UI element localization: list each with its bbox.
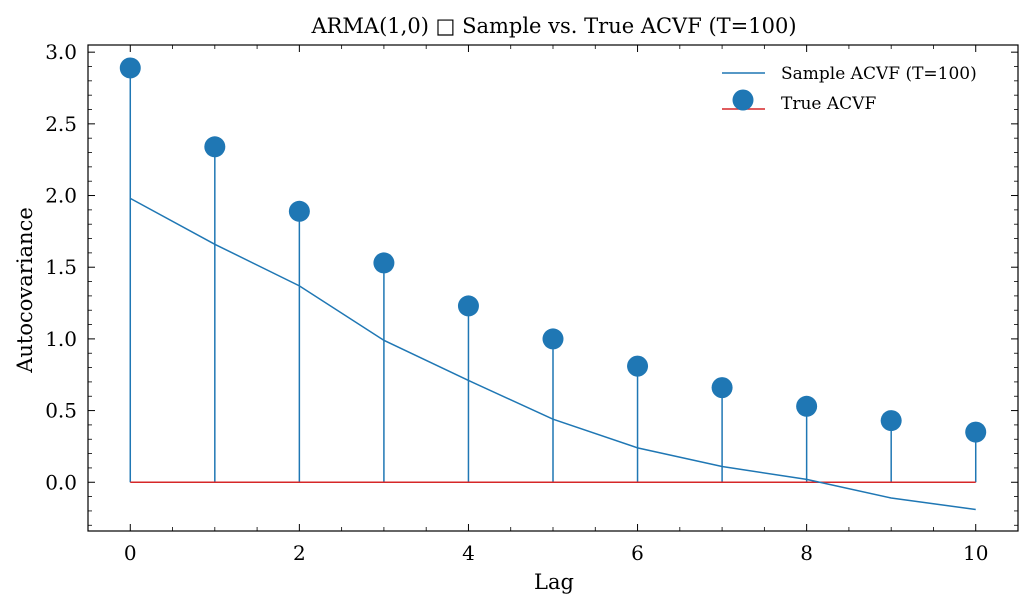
chart-title: ARMA(1,0) □ Sample vs. True ACVF (T=100): [310, 14, 796, 38]
x-tick-label: 10: [963, 541, 988, 565]
true-acvf-marker: [373, 252, 395, 274]
true-acvf-marker: [457, 295, 479, 317]
true-acvf-marker: [796, 395, 818, 417]
y-tick-label: 1.5: [45, 255, 77, 279]
legend-label-true-acvf: True ACVF: [781, 94, 876, 114]
plot-area: [119, 57, 987, 511]
y-tick-label: 2.5: [45, 112, 77, 136]
y-axis-label: Autocovariance: [13, 207, 37, 374]
legend-swatch-true-acvf-marker: [732, 89, 754, 111]
true-acvf-marker: [204, 136, 226, 158]
true-acvf-marker: [627, 355, 649, 377]
true-acvf-marker: [965, 421, 987, 443]
x-tick-label: 6: [631, 541, 644, 565]
x-axis-label: Lag: [534, 570, 574, 594]
legend-label-sample-acvf: Sample ACVF (T=100): [781, 64, 977, 84]
true-acvf-marker: [542, 328, 564, 350]
x-tick-label: 2: [293, 541, 306, 565]
x-tick-label: 4: [462, 541, 475, 565]
y-tick-label: 1.0: [45, 327, 77, 351]
true-acvf-marker: [711, 377, 733, 399]
y-tick-label: 2.0: [45, 184, 77, 208]
true-acvf-marker: [119, 57, 141, 79]
legend: Sample ACVF (T=100) True ACVF: [722, 64, 977, 114]
y-tick-label: 3.0: [45, 40, 77, 64]
sample-acvf-line: [129, 197, 976, 511]
y-tick-label: 0.0: [45, 470, 77, 494]
y-tick-label: 0.5: [45, 399, 77, 423]
true-acvf-marker: [880, 410, 902, 432]
x-tick-label: 0: [124, 541, 137, 565]
x-tick-label: 8: [800, 541, 813, 565]
true-acvf-marker: [288, 200, 310, 222]
axes: 0 2 4 6 8 10 0.0 0.5 1.0 1.5 2.0 2.5 3.0: [45, 40, 1019, 565]
